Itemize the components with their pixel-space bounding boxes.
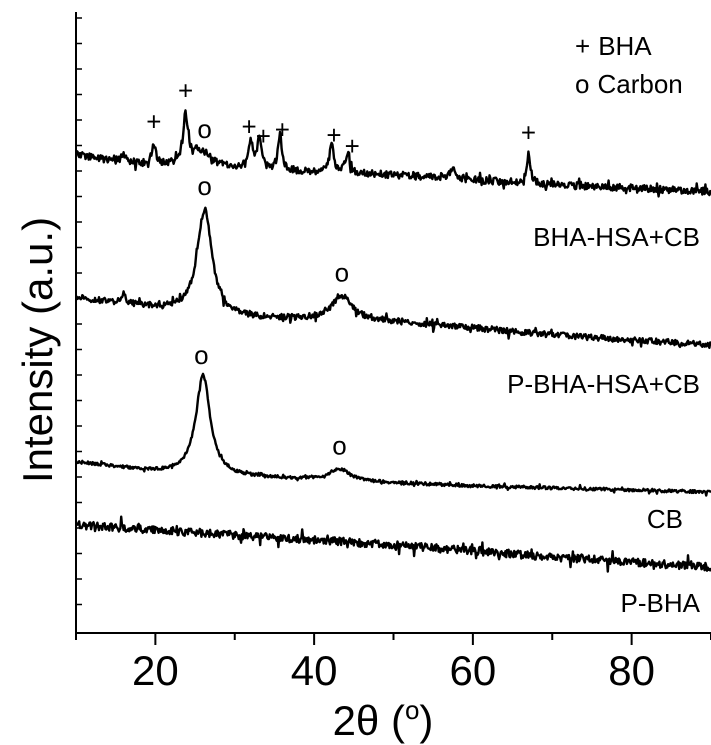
peak-marker: o bbox=[335, 257, 349, 287]
legend-symbol: + bbox=[575, 31, 590, 61]
peak-marker: + bbox=[241, 112, 256, 142]
peak-marker: o bbox=[197, 171, 211, 201]
series-line bbox=[75, 206, 711, 349]
series-labels: BHA-HSA+CB P-BHA-HSA+CB CB P-BHA bbox=[507, 222, 701, 618]
series-line bbox=[74, 372, 711, 497]
degree-symbol: o bbox=[405, 695, 419, 725]
peak-marker: + bbox=[275, 115, 290, 145]
y-axis-title: Intensity (a.u.) bbox=[14, 217, 61, 483]
peak-marker: + bbox=[146, 107, 161, 137]
series-label: P-BHA-HSA+CB bbox=[507, 369, 700, 399]
x-tick-label: 40 bbox=[291, 647, 338, 694]
series-label: CB bbox=[647, 504, 683, 534]
legend-label: BHA bbox=[598, 31, 652, 61]
x-tick-label: 60 bbox=[450, 647, 497, 694]
peak-marker: o bbox=[332, 431, 346, 461]
x-tick-label: 80 bbox=[608, 647, 655, 694]
peak-marker: o bbox=[197, 114, 211, 144]
legend-label: Carbon bbox=[597, 69, 682, 99]
series-label: P-BHA bbox=[621, 588, 701, 618]
peak-marker: + bbox=[521, 117, 536, 147]
peak-marker: + bbox=[256, 121, 271, 151]
peak-marker: + bbox=[345, 131, 360, 161]
peak-marker: + bbox=[178, 75, 193, 105]
x-axis-title: 2θ (o) bbox=[333, 695, 434, 744]
legend-entry: o Carbon bbox=[575, 69, 683, 99]
peak-marker: + bbox=[326, 120, 341, 150]
series-label: BHA-HSA+CB bbox=[533, 222, 700, 252]
y-axis-ticks bbox=[76, 17, 82, 606]
x-tick-label: 20 bbox=[132, 647, 179, 694]
series-curves bbox=[74, 109, 711, 573]
legend: + BHA o Carbon bbox=[575, 31, 683, 99]
series-line bbox=[75, 109, 711, 198]
legend-entry: + BHA bbox=[575, 31, 652, 61]
peak-marker: o bbox=[194, 340, 208, 370]
axes: 20 40 60 80 bbox=[75, 12, 711, 694]
series-line bbox=[75, 515, 711, 573]
legend-symbol: o bbox=[575, 69, 589, 99]
x-axis-ticks: 20 40 60 80 bbox=[75, 633, 711, 694]
